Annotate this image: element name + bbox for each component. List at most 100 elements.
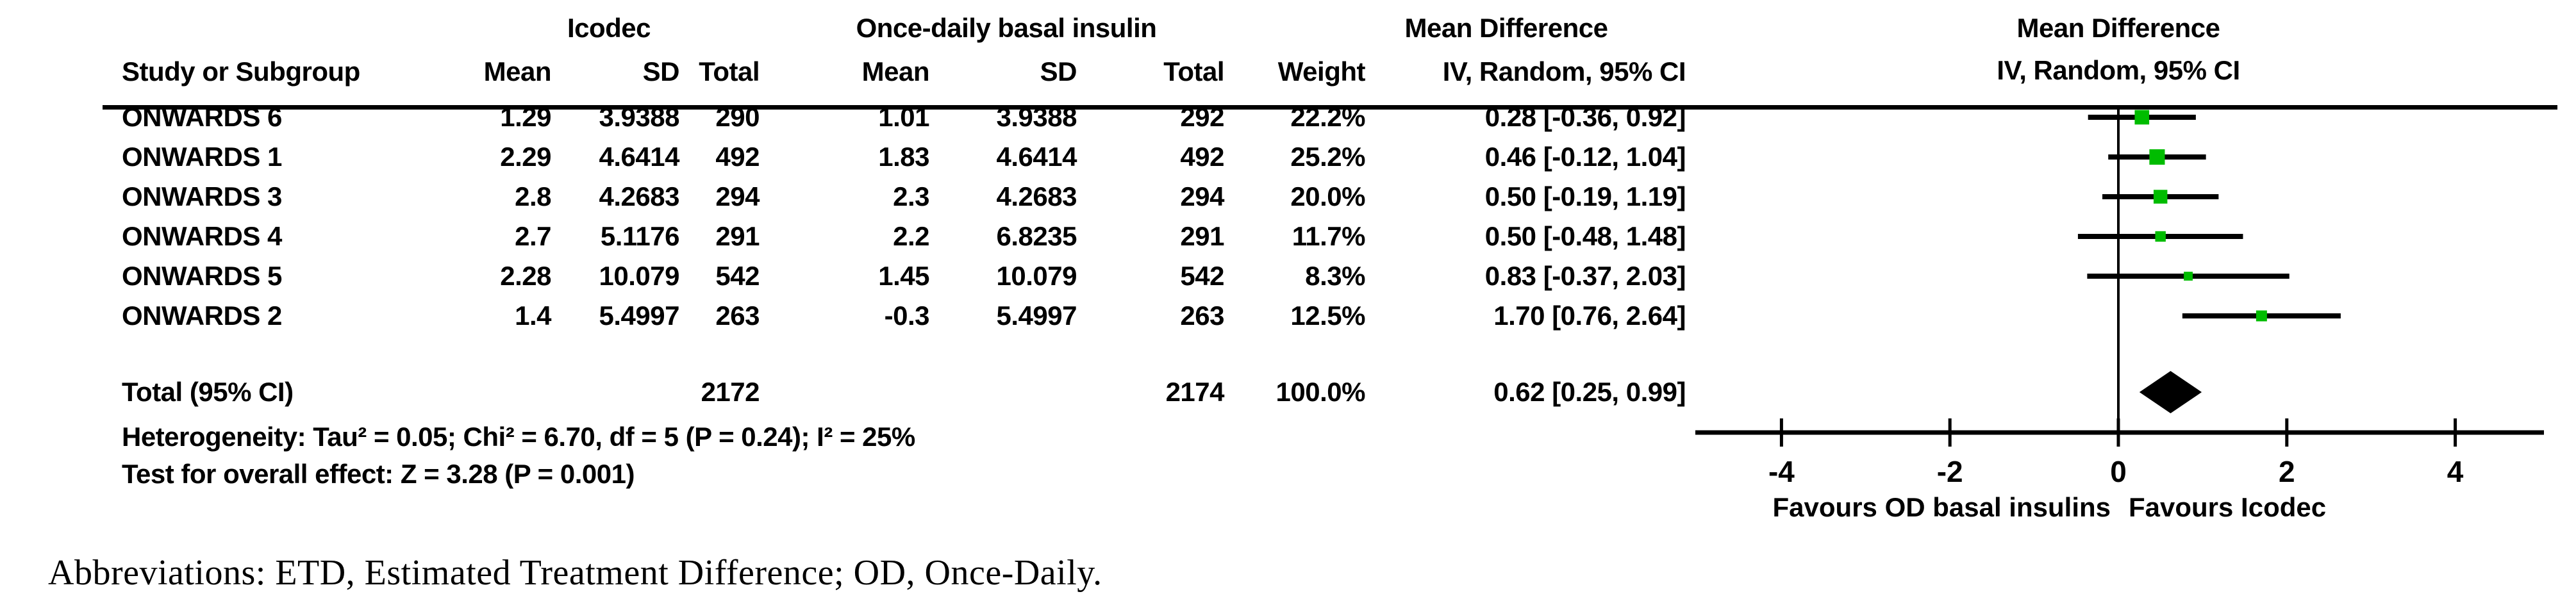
total-mean-icodec-blank [397, 372, 551, 412]
group-header-mean-difference-left: Mean Difference [1404, 13, 1608, 43]
total-row: Total (95% CI) 2172 2174 100.0% 0.62 [0.… [122, 372, 1686, 412]
cell-total-control: 263 [1180, 301, 1224, 331]
col-header-mean-icodec: Mean [483, 56, 552, 87]
cell-sd-icodec: 5.4997 [599, 301, 680, 331]
cell-mean-icodec: 1.29 [500, 102, 551, 132]
row-study-label: ONWARDS 1 [122, 142, 282, 172]
cell-weight: 22.2% [1290, 102, 1365, 132]
total-mean-control-blank [760, 372, 929, 412]
effect-square [2153, 190, 2168, 204]
cell-weight: 25.2% [1290, 142, 1365, 172]
cell-weight: 20.0% [1290, 181, 1365, 211]
cell-mean-control: -0.3 [884, 301, 930, 331]
row-study-label: ONWARDS 4 [122, 221, 282, 251]
cell-total-control: 492 [1180, 142, 1224, 172]
row-study-label: ONWARDS 3 [122, 181, 282, 211]
heterogeneity-text: Heterogeneity: Tau² = 0.05; Chi² = 6.70,… [122, 422, 915, 452]
cell-ci: 0.83 [-0.37, 2.03] [1484, 261, 1686, 291]
effect-square [2134, 110, 2150, 125]
cell-total-control: 542 [1180, 261, 1224, 291]
favours-right-label: Favours Icodec [2129, 492, 2326, 522]
cell-sd-control: 5.4997 [996, 301, 1077, 331]
cell-ci: 0.50 [-0.19, 1.19] [1484, 181, 1686, 211]
col-header-ci-right: IV, Random, 95% CI [1997, 55, 2240, 85]
row-study-label: ONWARDS 5 [122, 261, 282, 291]
group-header-control: Once-daily basal insulin [856, 13, 1157, 43]
table-row: ONWARDS 1 2.29 4.6414 492 1.83 4.6414 492 25.2%… [122, 137, 1686, 177]
cell-ci: 0.50 [-0.48, 1.48] [1484, 221, 1686, 251]
total-diamond [2139, 371, 2202, 413]
total-n-icodec: 2172 [701, 377, 760, 407]
cell-mean-icodec: 2.29 [500, 142, 551, 172]
cell-weight: 8.3% [1305, 261, 1365, 291]
cell-sd-control: 4.6414 [996, 142, 1077, 172]
row-study-label: ONWARDS 2 [122, 301, 282, 331]
group-header-icodec: Icodec [567, 13, 651, 43]
col-header-sd-control: SD [1040, 56, 1077, 87]
cell-sd-icodec: 10.079 [599, 261, 680, 291]
cell-mean-icodec: 1.4 [515, 301, 551, 331]
cell-sd-icodec: 3.9388 [599, 102, 680, 132]
cell-mean-control: 1.01 [878, 102, 929, 132]
effect-square [2149, 149, 2165, 165]
cell-ci: 0.28 [-0.36, 0.92] [1484, 102, 1686, 132]
cell-total-icodec: 294 [715, 181, 760, 211]
cell-total-icodec: 290 [715, 102, 760, 132]
cell-mean-icodec: 2.28 [500, 261, 551, 291]
effect-square [2256, 310, 2267, 322]
axis-tick-label: -2 [1937, 455, 1963, 488]
overall-effect-text: Test for overall effect: Z = 3.28 (P = 0… [122, 459, 635, 489]
axis-tick-label: 0 [2110, 455, 2127, 488]
axis-tick-label: -4 [1768, 455, 1795, 488]
col-header-weight: Weight [1277, 56, 1366, 87]
table-row: ONWARDS 2 1.4 5.4997 263 -0.3 5.4997 263 12.5% 1… [122, 296, 1686, 336]
cell-sd-control: 10.079 [996, 261, 1077, 291]
axis-tick-label: 4 [2447, 455, 2464, 488]
row-study-label: ONWARDS 6 [122, 102, 282, 132]
col-header-total-icodec: Total [699, 56, 760, 87]
total-n-control: 2174 [1165, 377, 1225, 407]
cell-total-control: 291 [1180, 221, 1224, 251]
cell-sd-control: 6.8235 [996, 221, 1077, 251]
cell-mean-control: 2.3 [893, 181, 929, 211]
cell-mean-icodec: 2.7 [515, 221, 551, 251]
forest-plot-canvas: -4 -2 0 2 4 Favours OD basal insulins Favours … [1695, 110, 2544, 522]
col-header-ci: IV, Random, 95% CI [1442, 56, 1686, 87]
cell-mean-icodec: 2.8 [515, 181, 551, 211]
column-header-row: Study or Subgroup Mean SD Total Mean SD … [122, 54, 1686, 90]
cell-mean-control: 1.45 [878, 261, 929, 291]
table-row: ONWARDS 6 1.29 3.9388 290 1.01 3.9388 292 22.2%… [122, 97, 1686, 137]
group-header-mean-difference-right: Mean Difference [2016, 13, 2220, 43]
cell-sd-icodec: 4.6414 [599, 142, 680, 172]
abbreviations-footnote: Abbreviations: ETD, Estimated Treatment … [48, 553, 1102, 593]
cell-total-icodec: 291 [715, 221, 760, 251]
favours-left-label: Favours OD basal insulins [1773, 492, 2111, 522]
col-header-study: Study or Subgroup [122, 56, 360, 87]
effect-square [2184, 272, 2193, 281]
cell-ci: 0.46 [-0.12, 1.04] [1484, 142, 1686, 172]
cell-weight: 12.5% [1290, 301, 1365, 331]
cell-total-icodec: 263 [715, 301, 760, 331]
col-header-mean-control: Mean [861, 56, 930, 87]
cell-total-icodec: 542 [715, 261, 760, 291]
cell-sd-icodec: 5.1176 [600, 221, 680, 251]
table-row: ONWARDS 5 2.28 10.079 542 1.45 10.079 542 8.3% 0… [122, 256, 1686, 296]
total-sd-icodec-blank [551, 372, 679, 412]
cell-total-control: 294 [1180, 181, 1224, 211]
cell-sd-icodec: 4.2683 [599, 181, 680, 211]
cell-sd-control: 4.2683 [996, 181, 1077, 211]
total-sd-control-blank [929, 372, 1077, 412]
cell-sd-control: 3.9388 [996, 102, 1077, 132]
table-row: ONWARDS 4 2.7 5.1176 291 2.2 6.8235 291 11.7% 0.… [122, 217, 1686, 256]
header-rule [103, 105, 2557, 110]
cell-mean-control: 1.83 [878, 142, 929, 172]
cell-total-control: 292 [1180, 102, 1224, 132]
total-weight: 100.0% [1276, 377, 1366, 407]
table-row: ONWARDS 3 2.8 4.2683 294 2.3 4.2683 294 20.0% 0.… [122, 177, 1686, 217]
col-header-sd-icodec: SD [642, 56, 680, 87]
cell-mean-control: 2.2 [893, 221, 929, 251]
total-ci: 0.62 [0.25, 0.99] [1493, 377, 1686, 407]
effect-square [2155, 231, 2166, 242]
cell-ci: 1.70 [0.76, 2.64] [1493, 301, 1686, 331]
